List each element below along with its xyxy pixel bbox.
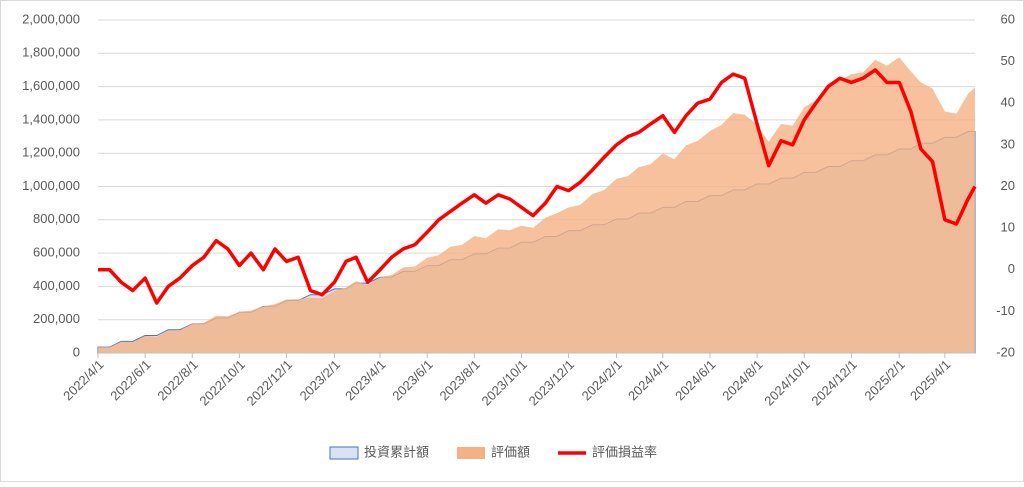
- y-tick-label: 2,000,000: [22, 11, 80, 26]
- y-tick-label: 1,200,000: [22, 145, 80, 160]
- y-tick-label: 1,400,000: [22, 111, 80, 126]
- y2-tick-label: 60: [1001, 11, 1015, 26]
- y-tick-label: 600,000: [33, 245, 80, 260]
- y2-tick-label: -20: [996, 344, 1015, 359]
- legend-swatch: [329, 446, 359, 460]
- y2-tick-label: 20: [1001, 178, 1015, 193]
- y2-tick-label: 0: [1008, 261, 1015, 276]
- y2-tick-label: -10: [996, 303, 1015, 318]
- y-tick-label: 800,000: [33, 211, 80, 226]
- y-tick-label: 1,000,000: [22, 178, 80, 193]
- y2-tick-label: 30: [1001, 136, 1015, 151]
- legend-label: 評価額: [491, 444, 530, 459]
- line: [98, 68, 977, 305]
- legend-swatch: [457, 447, 486, 459]
- y-tick-label: 1,600,000: [22, 78, 80, 93]
- area: [98, 57, 975, 354]
- y-tick-label: 200,000: [33, 311, 80, 326]
- y-tick-label: 0: [73, 344, 80, 359]
- legend-label: 投資累計額: [364, 444, 429, 459]
- legend-label: 評価損益率: [592, 444, 657, 459]
- y-tick-label: 400,000: [33, 278, 80, 293]
- y-tick-label: 1,800,000: [22, 45, 80, 60]
- y2-tick-label: 40: [1001, 95, 1015, 110]
- y2-tick-label: 10: [1001, 220, 1015, 235]
- y2-tick-label: 50: [1001, 53, 1015, 68]
